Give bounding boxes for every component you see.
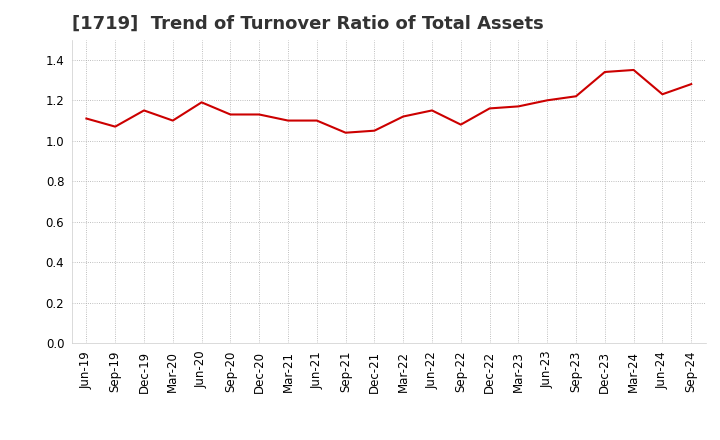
Text: [1719]  Trend of Turnover Ratio of Total Assets: [1719] Trend of Turnover Ratio of Total … xyxy=(72,15,544,33)
